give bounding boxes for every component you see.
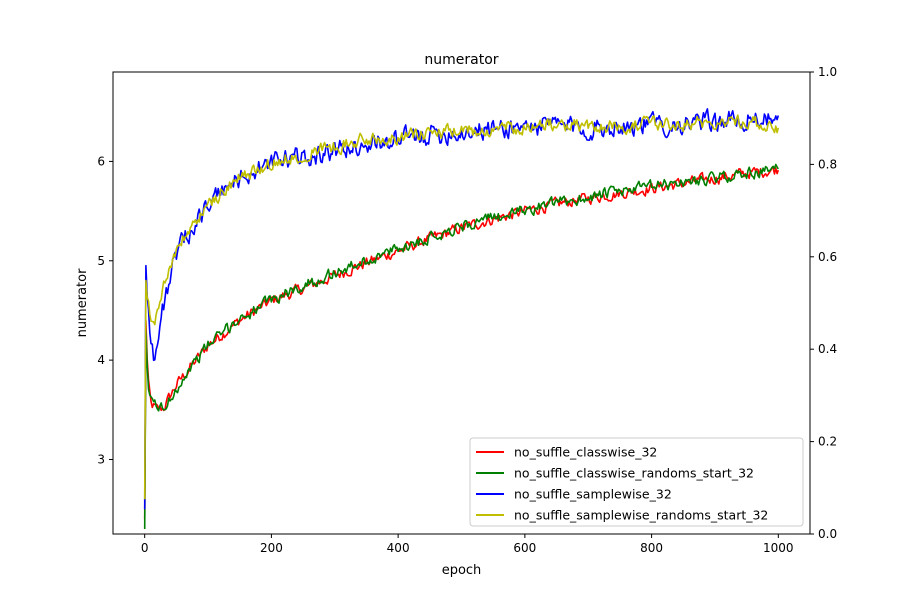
y-tick-label: 6 bbox=[97, 154, 105, 168]
y-axis-label: numerator bbox=[75, 268, 90, 338]
y-tick-label: 4 bbox=[97, 353, 105, 367]
x-tick-label: 400 bbox=[387, 541, 410, 555]
legend: no_suffle_classwise_32 no_suffle_classwis… bbox=[469, 437, 804, 527]
plot-area bbox=[143, 108, 780, 530]
y2-tick-label: 1.0 bbox=[818, 65, 837, 79]
y-tick-label: 3 bbox=[97, 452, 105, 466]
y2-tick-label: 0.6 bbox=[818, 250, 837, 264]
y2-tick-label: 0.0 bbox=[818, 527, 837, 541]
x-tick-label: 1000 bbox=[763, 541, 794, 555]
legend-label: no_suffle_samplewise_32 bbox=[514, 487, 672, 502]
legend-box bbox=[469, 437, 804, 527]
x-tick-label: 600 bbox=[513, 541, 536, 555]
y2-tick-label: 0.4 bbox=[818, 342, 837, 356]
series-line bbox=[143, 163, 779, 530]
y2-axis-ticks: 0.0 0.2 0.4 0.6 0.8 1.0 bbox=[810, 65, 837, 541]
axes-frame bbox=[112, 71, 811, 535]
legend-label: no_suffle_samplewise_randoms_start_32 bbox=[514, 508, 768, 523]
x-tick-label: 0 bbox=[141, 541, 149, 555]
legend-label: no_suffle_classwise_randoms_start_32 bbox=[514, 466, 754, 481]
x-tick-label: 800 bbox=[640, 541, 663, 555]
y-axis-ticks: 3 4 5 6 bbox=[97, 154, 113, 466]
series-line bbox=[143, 114, 780, 500]
y-tick-label: 5 bbox=[97, 254, 105, 268]
y2-tick-label: 0.2 bbox=[818, 435, 837, 449]
x-axis-label: epoch bbox=[442, 563, 482, 578]
x-tick-label: 200 bbox=[260, 541, 283, 555]
x-axis-ticks: 0 200 400 600 800 1000 bbox=[141, 534, 794, 555]
legend-label: no_suffle_classwise_32 bbox=[514, 445, 657, 460]
y2-tick-label: 0.8 bbox=[818, 157, 837, 171]
chart-title: numerator bbox=[424, 52, 498, 68]
